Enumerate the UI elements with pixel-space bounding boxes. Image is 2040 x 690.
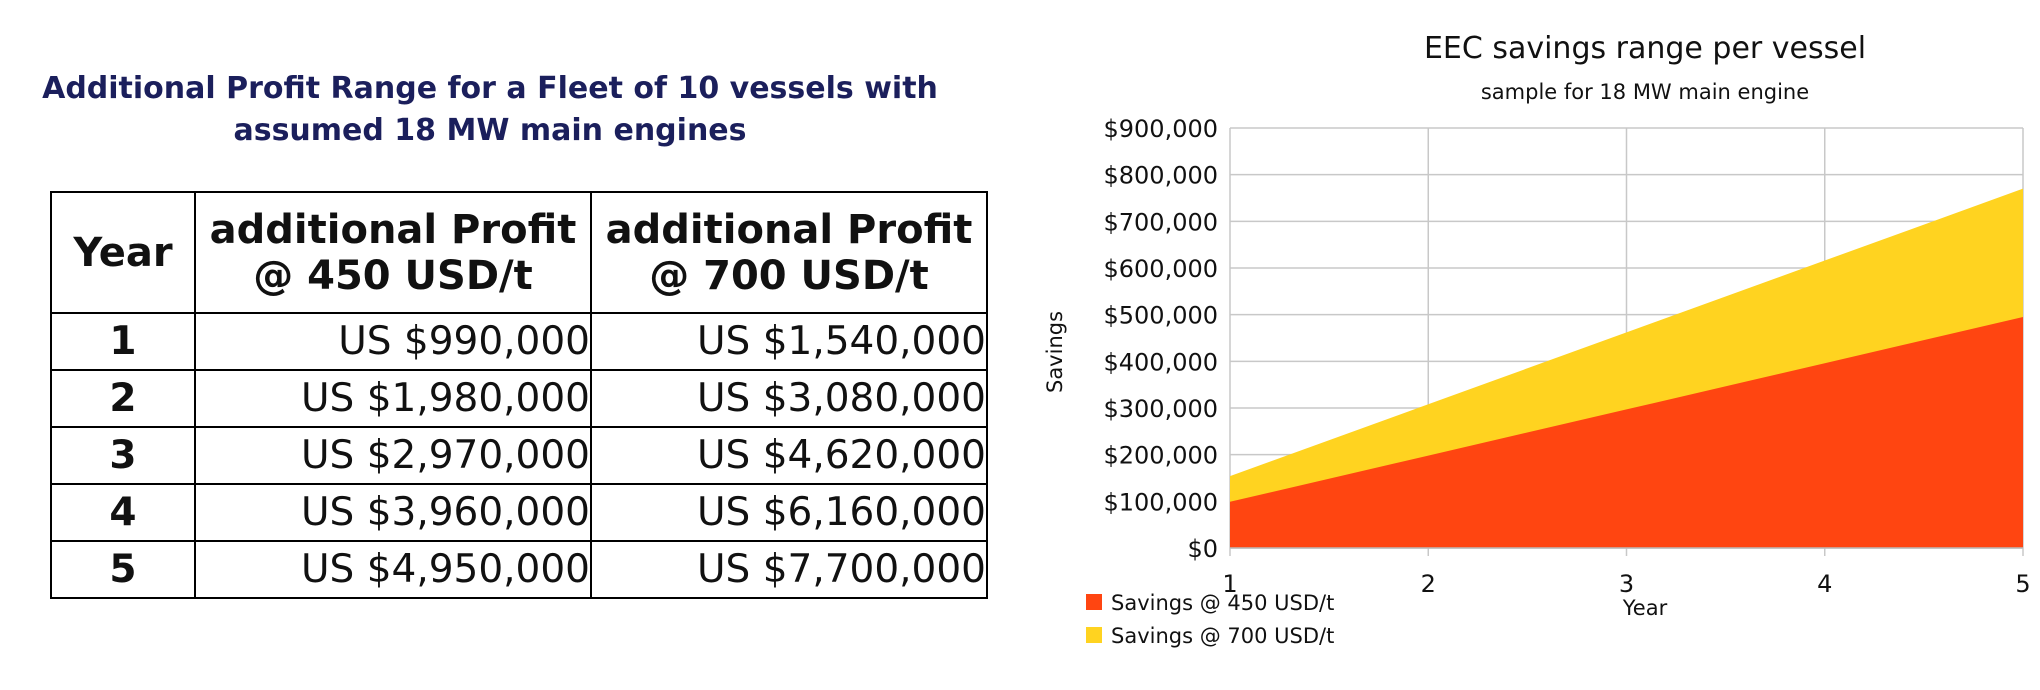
y-tick-label: $100,000 xyxy=(1103,488,1218,516)
table-row: 4 US $3,960,000 US $6,160,000 xyxy=(50,483,988,542)
cell-year: 2 xyxy=(50,369,196,428)
y-tick-label: $800,000 xyxy=(1103,162,1218,190)
y-tick-label: $200,000 xyxy=(1103,442,1218,470)
y-tick-label: $300,000 xyxy=(1103,395,1218,423)
legend-swatch xyxy=(1086,594,1102,610)
x-tick-label: 5 xyxy=(2015,570,2030,598)
cell-profit-450: US $2,970,000 xyxy=(194,426,592,485)
cell-profit-700: US $6,160,000 xyxy=(590,483,988,542)
x-tick-label: 4 xyxy=(1817,570,1832,598)
y-tick-label: $400,000 xyxy=(1103,348,1218,376)
header-profit-450-line2: @ 450 USD/t xyxy=(253,252,533,299)
cell-profit-700: US $1,540,000 xyxy=(590,312,988,371)
table-row: 5 US $4,950,000 US $7,700,000 xyxy=(50,540,988,599)
header-profit-700-line1: additional Profit xyxy=(605,206,973,253)
y-tick-label: $700,000 xyxy=(1103,208,1218,236)
header-year: Year xyxy=(50,191,196,314)
header-profit-450-line1: additional Profit xyxy=(209,206,577,253)
cell-profit-700: US $7,700,000 xyxy=(590,540,988,599)
legend-swatch xyxy=(1086,627,1102,643)
legend-label: Savings @ 700 USD/t xyxy=(1111,624,1334,648)
x-axis-label: Year xyxy=(1622,596,1668,620)
cell-profit-450: US $1,980,000 xyxy=(194,369,592,428)
y-tick-label: $0 xyxy=(1187,535,1218,563)
x-tick-label: 1 xyxy=(1222,570,1237,598)
table-row: 2 US $1,980,000 US $3,080,000 xyxy=(50,369,988,428)
table-title-line2: assumed 18 MW main engines xyxy=(233,113,747,148)
header-profit-700-line2: @ 700 USD/t xyxy=(649,252,929,299)
chart-subtitle: sample for 18 MW main engine xyxy=(1481,80,1809,104)
header-profit-450: additional Profit @ 450 USD/t xyxy=(194,191,592,314)
cell-profit-700: US $3,080,000 xyxy=(590,369,988,428)
savings-area-chart: EEC savings range per vessel sample for … xyxy=(1043,31,2031,648)
cell-profit-450: US $990,000 xyxy=(194,312,592,371)
cell-profit-450: US $3,960,000 xyxy=(194,483,592,542)
cell-year: 5 xyxy=(50,540,196,599)
profit-table: Year additional Profit @ 450 USD/t addit… xyxy=(50,191,988,599)
chart-title: EEC savings range per vessel xyxy=(1424,31,1866,66)
y-tick-label: $600,000 xyxy=(1103,255,1218,283)
table-row: 1 US $990,000 US $1,540,000 xyxy=(50,312,988,371)
cell-year: 3 xyxy=(50,426,196,485)
table-title-line1: Additional Profit Range for a Fleet of 1… xyxy=(42,71,938,106)
chart-legend: Savings @ 450 USD/t Savings @ 700 USD/t xyxy=(1086,591,1334,648)
table-row: 3 US $2,970,000 US $4,620,000 xyxy=(50,426,988,485)
y-axis-label: Savings xyxy=(1043,311,1067,393)
cell-year: 1 xyxy=(50,312,196,371)
y-tick-label: $900,000 xyxy=(1103,115,1218,143)
cell-profit-450: US $4,950,000 xyxy=(194,540,592,599)
legend-label: Savings @ 450 USD/t xyxy=(1111,591,1334,615)
x-tick-label: 3 xyxy=(1619,570,1634,598)
x-tick-label: 2 xyxy=(1421,570,1436,598)
area-savings-450 xyxy=(1230,317,2023,548)
cell-year: 4 xyxy=(50,483,196,542)
header-profit-700: additional Profit @ 700 USD/t xyxy=(590,191,988,314)
cell-profit-700: US $4,620,000 xyxy=(590,426,988,485)
table-header-row: Year additional Profit @ 450 USD/t addit… xyxy=(50,191,988,314)
y-tick-label: $500,000 xyxy=(1103,302,1218,330)
table-title: Additional Profit Range for a Fleet of 1… xyxy=(40,68,940,152)
